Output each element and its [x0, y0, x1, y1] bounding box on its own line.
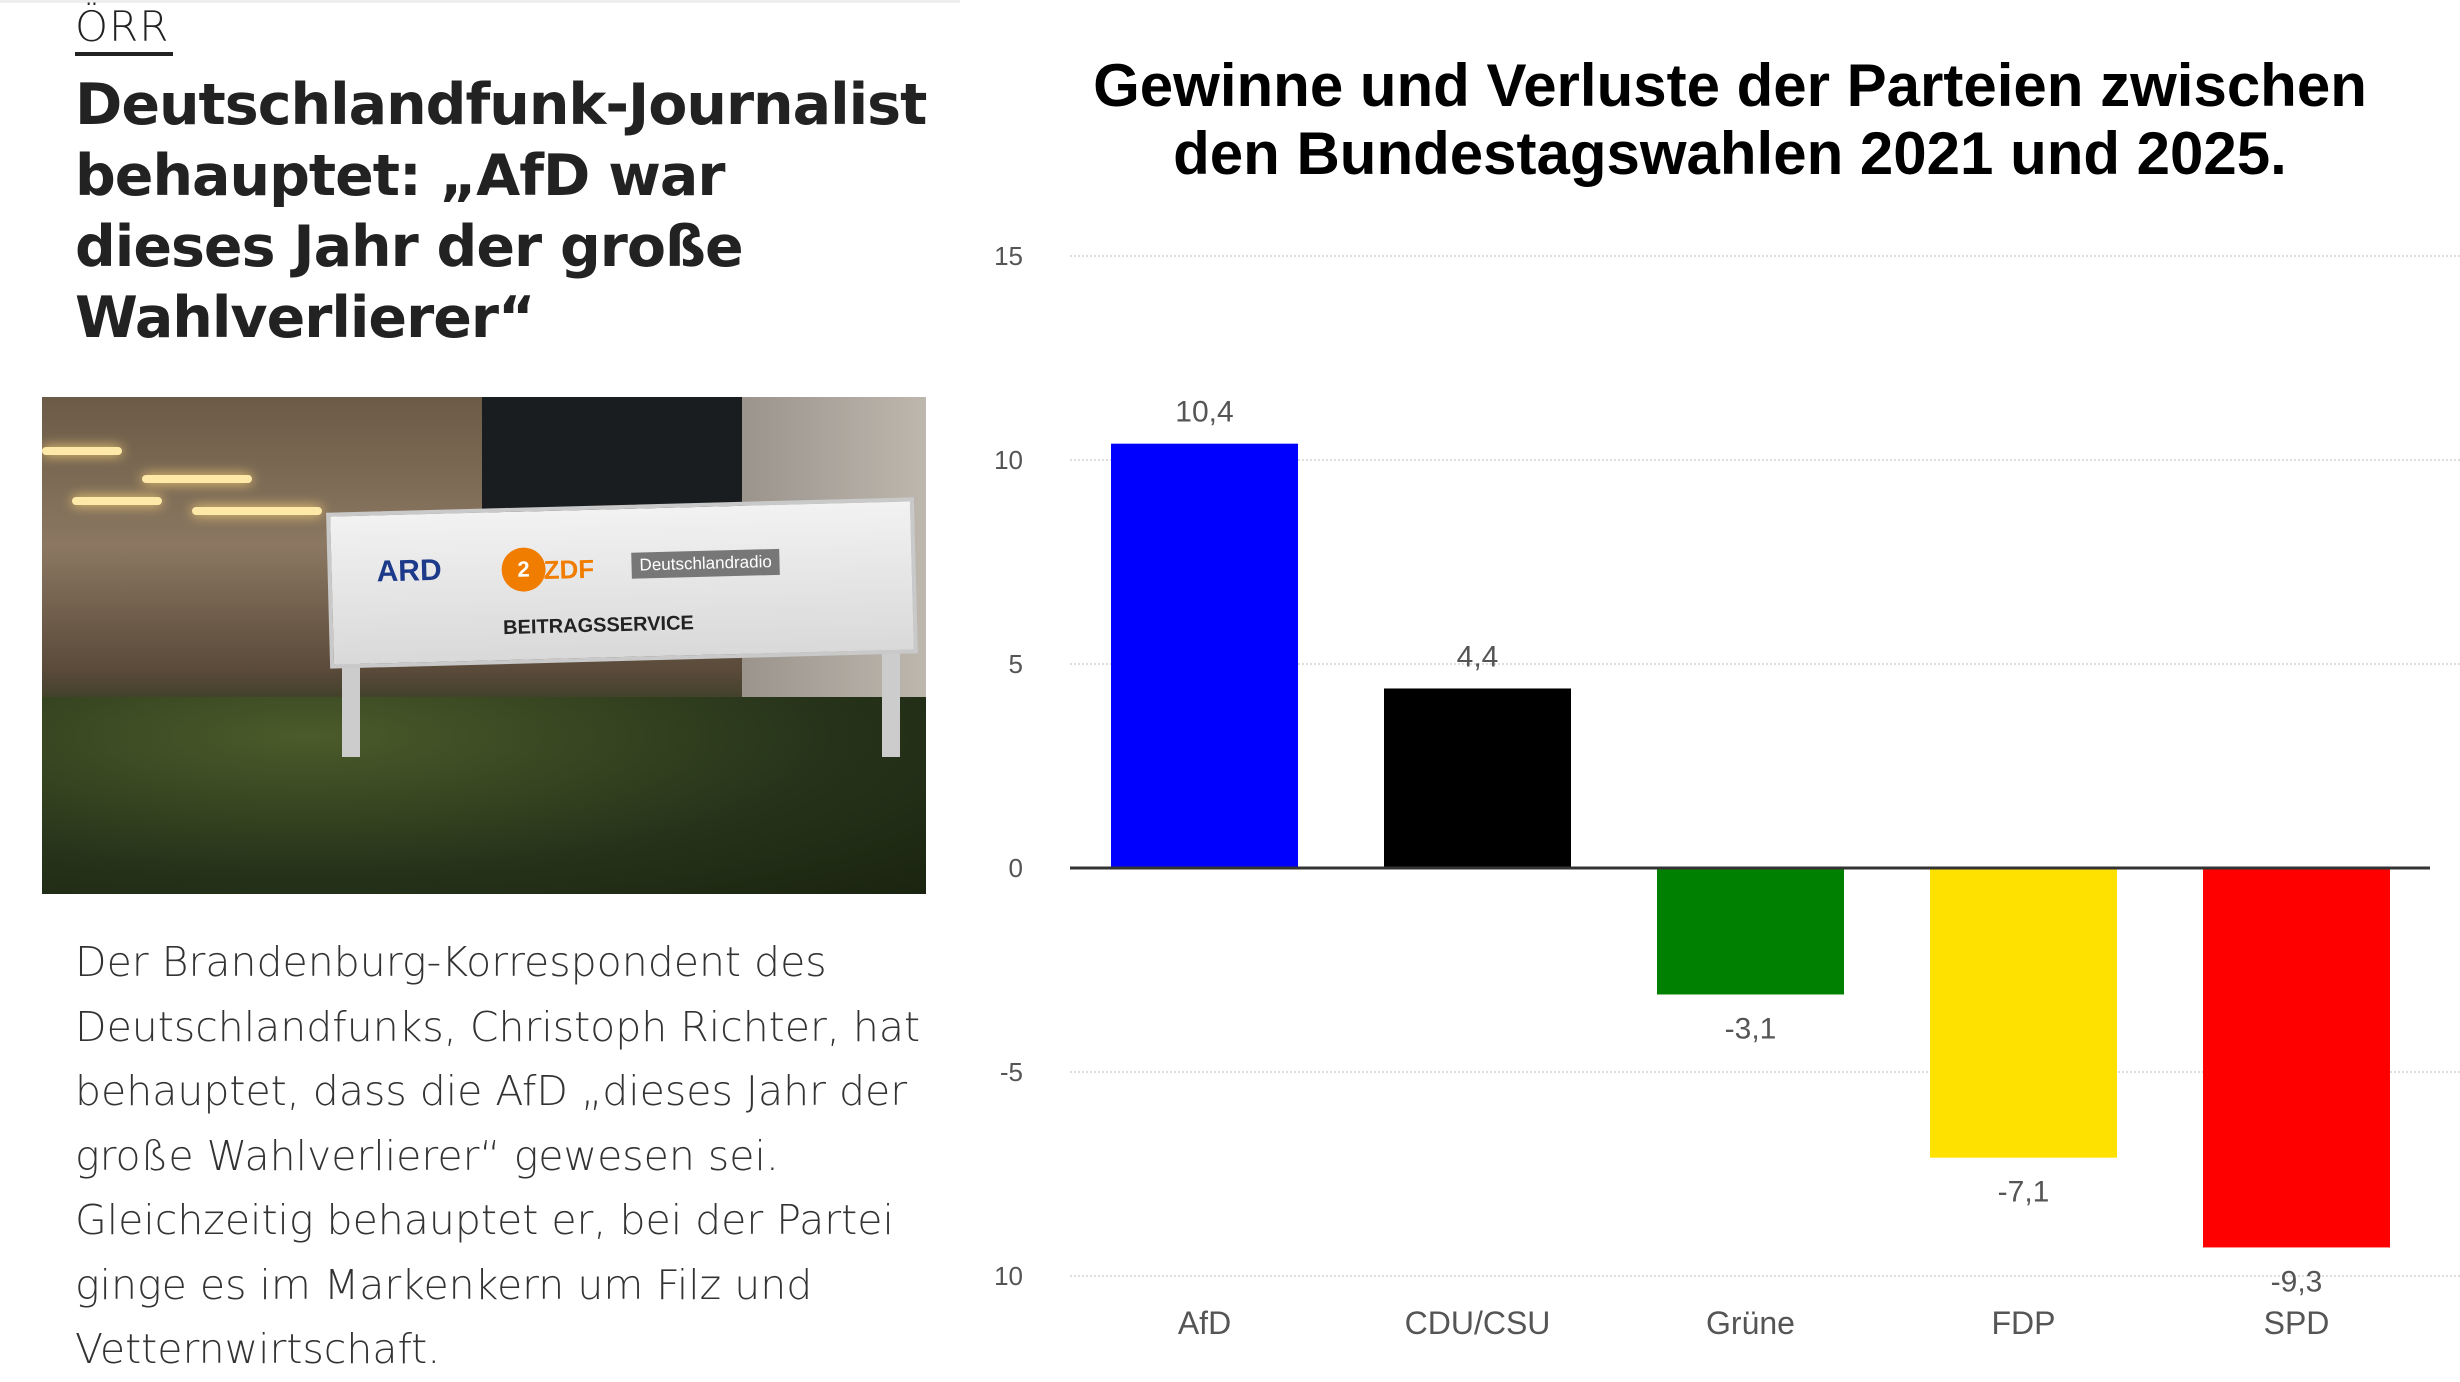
bar-grne [1657, 868, 1844, 995]
lamp [192, 507, 322, 515]
y-tick-label: 10 [994, 445, 1023, 475]
y-tick-label: 10 [994, 1261, 1023, 1291]
zdf-logo: 2 [501, 547, 547, 593]
article-kicker[interactable]: ÖRR [75, 2, 170, 51]
zdf-logo-text: ZDF [543, 553, 595, 586]
divider [0, 0, 960, 3]
beitragsservice-sign: ARD 2 ZDF Deutschlandradio BEITRAGSSERVI… [326, 497, 918, 669]
y-tick-label: 5 [1009, 649, 1023, 679]
chart-panel: Gewinne und Verluste der Parteien zwisch… [960, 0, 2460, 1380]
lamp [42, 447, 122, 455]
chart-title: Gewinne und Verluste der Parteien zwisch… [960, 52, 2460, 188]
y-tick-label: 0 [1009, 853, 1023, 883]
y-tick-label: 15 [994, 241, 1023, 271]
data-label: -7,1 [1998, 1176, 2050, 1209]
x-tick-label: FDP [1992, 1305, 2056, 1341]
article-panel: ÖRR Deutschlandfunk-Journalist behauptet… [0, 0, 960, 1380]
data-label: -9,3 [2271, 1265, 2323, 1298]
x-tick-label: CDU/CSU [1405, 1305, 1551, 1341]
article-photo: ARD 2 ZDF Deutschlandradio BEITRAGSSERVI… [42, 397, 926, 894]
data-label: 10,4 [1175, 396, 1233, 429]
article-body: Der Brandenburg-Korrespondent des Deutsc… [75, 938, 921, 1373]
chart-title-line: Gewinne und Verluste der Parteien zwisch… [1093, 52, 2367, 119]
bar-chart: 15 10 5 0 -5 10 10,4 AfD 4,4 CDU/CSU -3,1 Grüne -7,1… [994, 241, 2460, 1341]
sign-post [882, 637, 900, 757]
bar-spd [2203, 868, 2390, 1248]
deutschlandradio-logo: Deutschlandradio [631, 548, 781, 579]
data-label: -3,1 [1725, 1012, 1777, 1045]
hedge [42, 697, 926, 894]
y-tick-label: -5 [1000, 1057, 1023, 1087]
kicker-underline [75, 52, 173, 56]
article-headline[interactable]: Deutschlandfunk-Journalist behauptet: „A… [75, 72, 927, 351]
bar-afd [1111, 443, 1298, 868]
lamp [72, 497, 162, 505]
x-tick-label: SPD [2264, 1305, 2330, 1341]
ard-logo: ARD [376, 553, 443, 589]
bar-fdp [1930, 868, 2117, 1158]
x-tick-label: AfD [1178, 1305, 1231, 1341]
lamp [142, 475, 252, 483]
data-label: 4,4 [1457, 640, 1499, 673]
chart-title-line: den Bundestagswahlen 2021 und 2025. [1173, 120, 2287, 187]
beitragsservice-label: BEITRAGSSERVICE [502, 612, 695, 640]
bar-cducsu [1384, 688, 1571, 868]
x-tick-label: Grüne [1706, 1305, 1795, 1341]
